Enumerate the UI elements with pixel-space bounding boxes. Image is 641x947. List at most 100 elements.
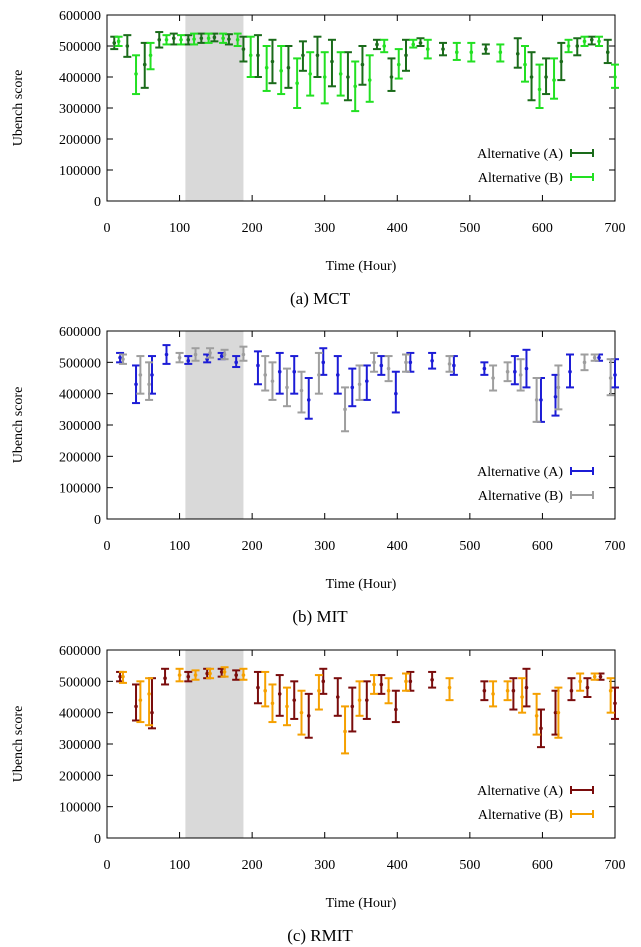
error-bar — [132, 54, 141, 96]
error-bar — [480, 680, 489, 702]
x-tick-label: 700 — [605, 858, 626, 873]
error-bar-mean-point — [177, 355, 182, 360]
error-bar — [110, 35, 119, 51]
error-bar — [590, 672, 599, 681]
error-bar — [184, 355, 193, 365]
y-tick-label: 500000 — [59, 356, 101, 371]
x-tick-label: 600 — [532, 539, 553, 554]
error-bar — [314, 351, 323, 395]
error-bar — [220, 666, 229, 678]
error-bar — [298, 40, 307, 72]
series-a — [116, 344, 619, 423]
error-bar-mean-point — [150, 710, 154, 715]
x-tick-label: 700 — [605, 221, 626, 236]
error-bar — [132, 364, 141, 405]
error-bar-mean-point — [524, 685, 529, 690]
error-bar-mean-point — [425, 47, 430, 51]
error-bar — [333, 355, 342, 395]
error-bar — [401, 672, 410, 692]
error-bar — [206, 347, 215, 359]
error-bar — [177, 34, 186, 46]
error-bar-mean-point — [613, 75, 617, 79]
error-bar-mean-point — [539, 398, 543, 402]
legend-entry: Alternative (B) — [478, 808, 594, 823]
error-bar — [336, 51, 345, 97]
error-bar-mean-point — [350, 385, 355, 390]
error-bar-mean-point — [394, 707, 398, 712]
error-bar — [169, 32, 178, 46]
error-bar-mean-point — [234, 673, 238, 677]
error-bar-mean-point — [306, 398, 311, 402]
error-bar-mean-point — [322, 75, 327, 79]
x-tick-label: 100 — [169, 539, 190, 554]
x-axis-title: Time (Hour) — [326, 259, 397, 274]
series-b — [118, 345, 615, 433]
error-bar — [277, 45, 286, 96]
error-bar — [576, 672, 585, 692]
error-bar-mean-point — [592, 674, 597, 679]
error-bar — [268, 683, 277, 724]
x-tick-label: 500 — [459, 221, 480, 236]
error-bar-mean-point — [350, 704, 355, 709]
error-bar-mean-point — [270, 379, 275, 383]
error-bar-mean-point — [365, 698, 369, 702]
error-bar-mean-point — [408, 360, 413, 365]
x-tick-label: 200 — [242, 221, 263, 236]
error-bar — [162, 34, 171, 46]
y-tick-label: 300000 — [59, 419, 101, 434]
error-bar — [282, 367, 291, 408]
error-bar-mean-point — [613, 373, 617, 377]
x-tick-label: 600 — [532, 221, 553, 236]
error-bar-mean-point — [338, 72, 343, 76]
y-tick-label: 100000 — [59, 482, 101, 497]
error-bar — [595, 35, 604, 47]
error-bar-mean-point — [585, 685, 590, 690]
error-bar — [232, 355, 241, 369]
y-tick-label: 100000 — [59, 164, 101, 179]
error-bar-mean-point — [241, 47, 246, 51]
error-bar-mean-point — [134, 704, 138, 709]
error-bar-mean-point — [375, 42, 379, 47]
shaded-region — [185, 650, 244, 838]
error-bar — [439, 41, 448, 57]
y-tick-label: 200000 — [59, 450, 101, 465]
error-bar — [253, 34, 262, 78]
error-bar — [320, 51, 329, 105]
error-bar — [341, 386, 350, 433]
error-bar — [557, 41, 566, 82]
plot-frame — [106, 14, 616, 202]
x-axis-title: Time (Hour) — [326, 577, 397, 592]
error-bar-mean-point — [270, 59, 275, 64]
error-bar — [452, 41, 461, 61]
error-bar-mean-point — [367, 78, 372, 82]
error-bar — [197, 32, 206, 44]
error-bar — [232, 669, 241, 681]
error-bar — [611, 358, 619, 389]
error-bar-mean-point — [447, 362, 452, 366]
error-bar — [348, 686, 357, 733]
error-bar-mean-point — [163, 676, 167, 680]
error-bar-mean-point — [372, 360, 376, 365]
error-bar — [253, 670, 262, 705]
error-bar-mean-point — [193, 352, 198, 357]
error-bar — [304, 377, 313, 420]
error-bar-mean-point — [357, 698, 362, 702]
error-bar-mean-point — [147, 382, 151, 387]
error-bar — [409, 38, 418, 49]
error-bar-mean-point — [360, 62, 365, 67]
x-tick-label: 400 — [387, 858, 408, 873]
error-bar-mean-point — [205, 671, 209, 676]
error-bar — [372, 38, 381, 51]
error-bar — [365, 54, 374, 103]
error-bar — [428, 351, 437, 370]
error-bar — [306, 51, 315, 97]
error-bar-mean-point — [308, 72, 313, 76]
error-bar — [567, 677, 576, 702]
error-bar — [550, 57, 559, 100]
series-b — [114, 32, 619, 113]
error-bar-mean-point — [569, 688, 574, 693]
error-bar — [239, 667, 248, 681]
error-bar-mean-point — [164, 38, 169, 42]
error-bar-mean-point — [212, 35, 217, 40]
x-tick-label: 200 — [242, 858, 263, 873]
